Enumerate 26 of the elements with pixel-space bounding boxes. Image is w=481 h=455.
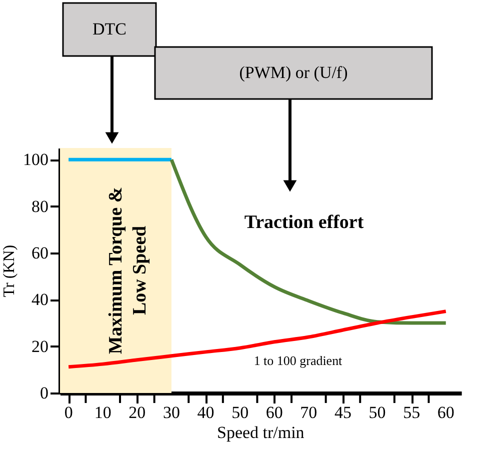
x-tick-label: 60 (266, 402, 283, 422)
line-series (170, 158, 448, 325)
y-tick-label: 0 (40, 383, 48, 402)
x-tick-label: 60 (437, 402, 454, 422)
text: DTC (92, 20, 126, 39)
x-tick-label: 50 (232, 402, 249, 422)
x-tick-label: 20 (128, 402, 146, 422)
x-tick-label: 0 (64, 402, 73, 422)
x-tick-label: 45 (334, 402, 352, 422)
x-axis-title: Speed tr/min (217, 422, 305, 442)
y-tick-label: 20 (32, 336, 48, 356)
annotation: Traction effort (244, 212, 364, 233)
y-tick-label: 80 (32, 196, 48, 216)
x-tick-label: 55 (403, 402, 420, 422)
annotation: 1 to 100 gradient (254, 352, 343, 368)
y-axis-title: Tr (KN) (1, 244, 18, 298)
x-tick-label: 40 (197, 402, 214, 422)
y-tick-label: 40 (32, 290, 48, 310)
x-tick-label: 50 (368, 402, 386, 422)
y-tick-label: 100 (23, 150, 48, 170)
x-tick-label: 30 (162, 402, 180, 422)
y-tick-label: 60 (32, 244, 48, 262)
x-tick-label: 10 (94, 402, 112, 422)
x-tick-label: 70 (300, 402, 318, 422)
text: (PWM) or (U/f) (239, 63, 348, 82)
band-label: Maximum Torque & Low Speed (106, 186, 151, 354)
